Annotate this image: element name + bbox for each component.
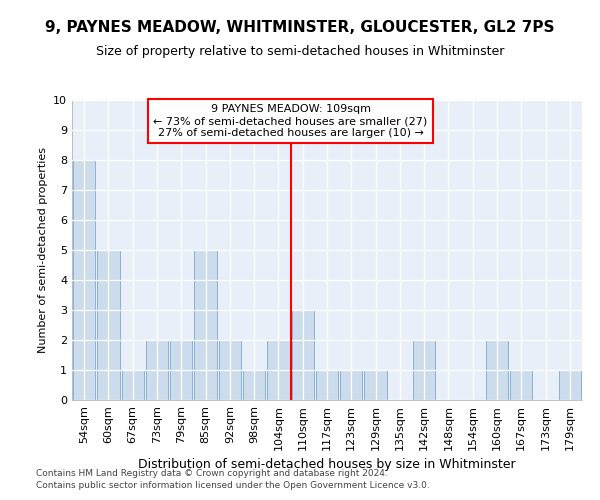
Y-axis label: Number of semi-detached properties: Number of semi-detached properties	[38, 147, 47, 353]
Bar	[243, 370, 265, 400]
Bar	[97, 250, 119, 400]
Bar	[486, 340, 508, 400]
Bar	[73, 160, 95, 400]
Bar	[194, 250, 217, 400]
Text: 9, PAYNES MEADOW, WHITMINSTER, GLOUCESTER, GL2 7PS: 9, PAYNES MEADOW, WHITMINSTER, GLOUCESTE…	[45, 20, 555, 35]
Text: Size of property relative to semi-detached houses in Whitminster: Size of property relative to semi-detach…	[96, 45, 504, 58]
X-axis label: Distribution of semi-detached houses by size in Whitminster: Distribution of semi-detached houses by …	[138, 458, 516, 471]
Bar	[122, 370, 144, 400]
Bar	[146, 340, 168, 400]
Bar	[267, 340, 290, 400]
Bar	[218, 340, 241, 400]
Text: Contains public sector information licensed under the Open Government Licence v3: Contains public sector information licen…	[36, 481, 430, 490]
Text: Contains HM Land Registry data © Crown copyright and database right 2024.: Contains HM Land Registry data © Crown c…	[36, 468, 388, 477]
Bar	[292, 310, 314, 400]
Bar	[510, 370, 532, 400]
Bar	[413, 340, 436, 400]
Bar	[170, 340, 193, 400]
Bar	[364, 370, 387, 400]
Text: 9 PAYNES MEADOW: 109sqm
← 73% of semi-detached houses are smaller (27)
27% of se: 9 PAYNES MEADOW: 109sqm ← 73% of semi-de…	[154, 104, 428, 138]
Bar	[316, 370, 338, 400]
Bar	[559, 370, 581, 400]
Bar	[340, 370, 362, 400]
